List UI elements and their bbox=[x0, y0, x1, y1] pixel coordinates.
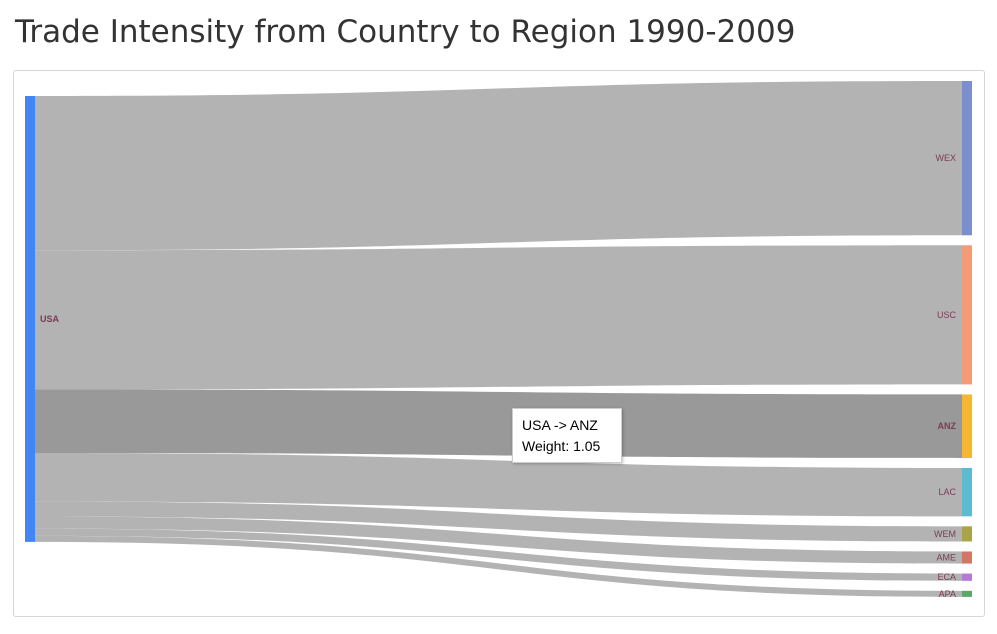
target-label-apa: APA bbox=[939, 589, 956, 599]
link-usa-to-eca[interactable] bbox=[35, 528, 962, 581]
target-label-usc: USC bbox=[937, 310, 957, 320]
target-label-anz: ANZ bbox=[938, 421, 957, 431]
link-usa-to-apa[interactable] bbox=[35, 535, 962, 597]
source-node-label: USA bbox=[40, 314, 60, 324]
link-usa-to-lac[interactable] bbox=[35, 452, 962, 517]
target-node-wem[interactable] bbox=[962, 526, 972, 542]
target-node-usc[interactable] bbox=[962, 245, 972, 385]
target-node-wex[interactable] bbox=[962, 81, 972, 236]
target-label-wem: WEM bbox=[934, 529, 956, 539]
link-usa-to-anz[interactable] bbox=[35, 389, 962, 458]
link-usa-to-wem[interactable] bbox=[35, 501, 962, 542]
link-usa-to-usc[interactable] bbox=[35, 245, 962, 390]
target-label-ame: AME bbox=[936, 553, 956, 563]
tooltip-weight: Weight: 1.05 bbox=[522, 438, 601, 454]
labels-layer: USA WEX USC ANZ LAC WEM AME ECA APA bbox=[40, 153, 956, 599]
target-node-anz[interactable] bbox=[962, 394, 972, 458]
link-usa-to-ame[interactable] bbox=[35, 516, 962, 564]
target-node-lac[interactable] bbox=[962, 467, 972, 517]
tooltip-link-name: USA -> ANZ bbox=[522, 417, 598, 433]
nodes-layer bbox=[25, 81, 972, 597]
links-layer bbox=[35, 81, 962, 597]
target-node-ame[interactable] bbox=[962, 551, 972, 564]
link-tooltip: USA -> ANZ Weight: 1.05 bbox=[512, 408, 622, 463]
target-label-eca: ECA bbox=[937, 572, 956, 582]
sankey-chart-container: USA WEX USC ANZ LAC WEM AME ECA APA USA -> ANZ W… bbox=[13, 70, 985, 617]
link-usa-to-wex[interactable] bbox=[35, 81, 962, 251]
target-node-apa[interactable] bbox=[962, 590, 972, 597]
source-node-usa[interactable] bbox=[25, 96, 35, 542]
target-node-eca[interactable] bbox=[962, 573, 972, 581]
sankey-chart: USA WEX USC ANZ LAC WEM AME ECA APA bbox=[25, 81, 972, 599]
target-label-lac: LAC bbox=[938, 487, 956, 497]
page-title: Trade Intensity from Country to Region 1… bbox=[15, 14, 796, 50]
target-label-wex: WEX bbox=[935, 153, 956, 163]
